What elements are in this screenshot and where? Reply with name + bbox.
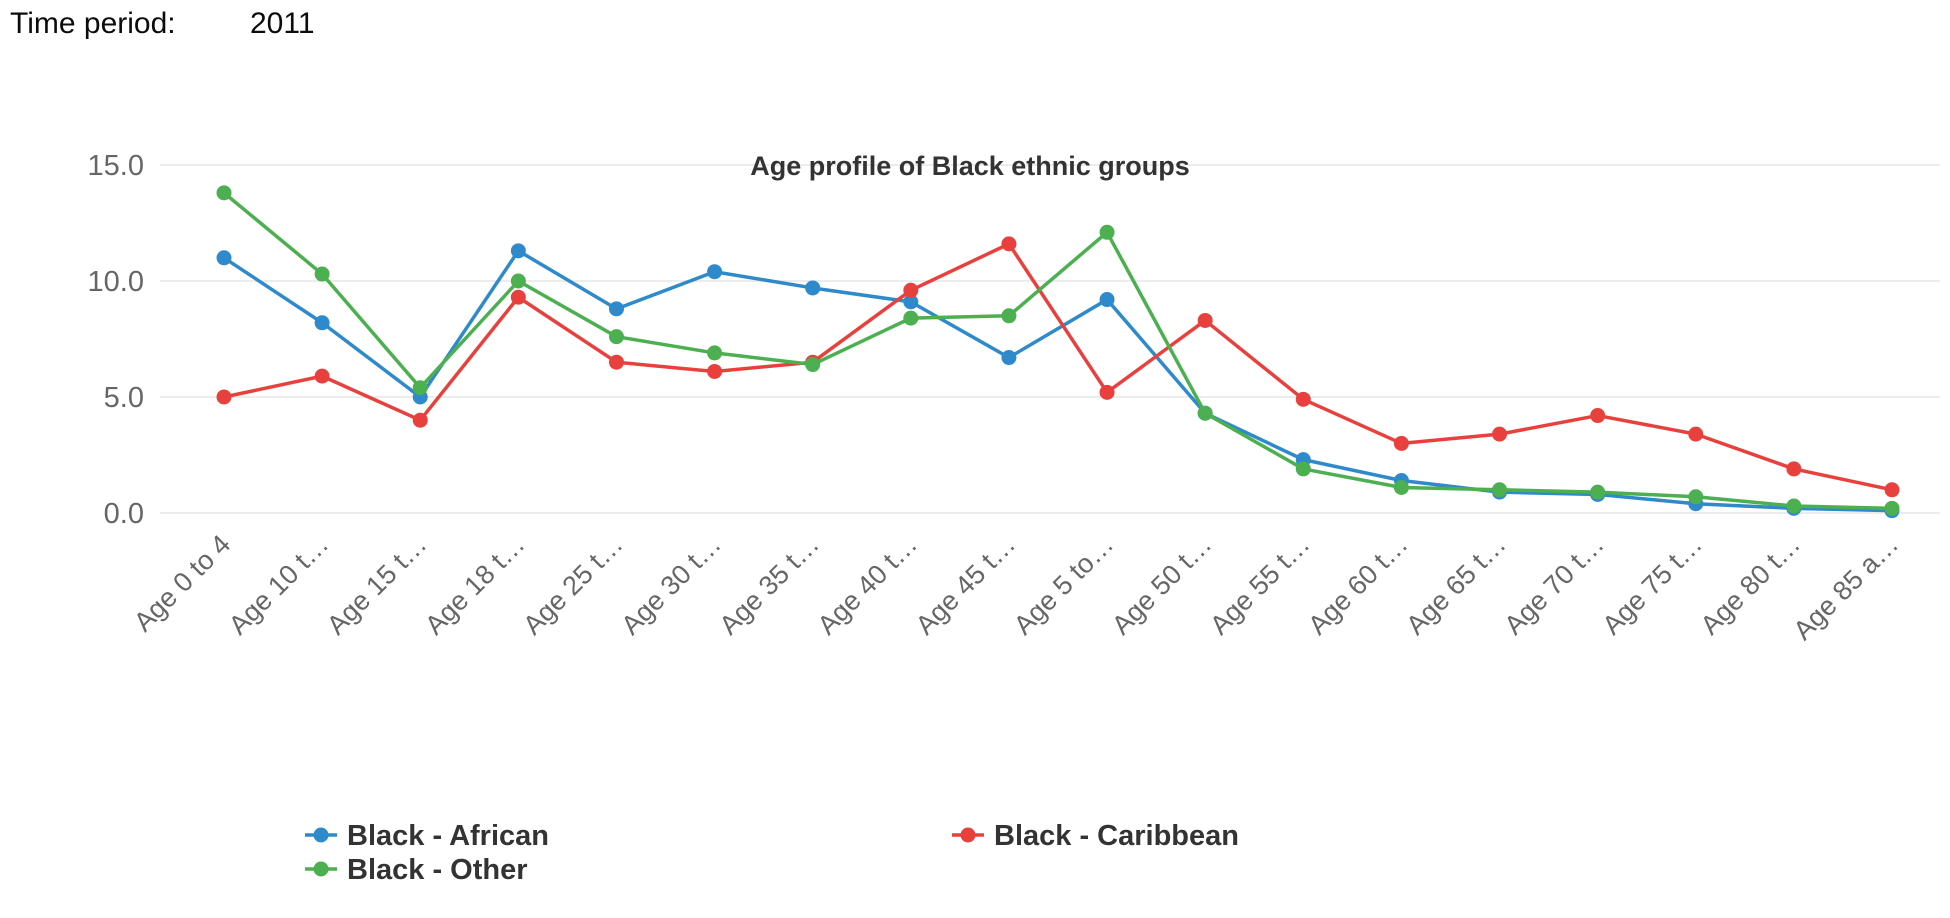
legend-item[interactable]: Black - Caribbean (952, 820, 1239, 852)
data-point[interactable] (412, 412, 428, 428)
legend-marker (313, 827, 329, 843)
x-tick-label: Age 5 to… (1008, 529, 1119, 640)
legend-item[interactable]: Black - African (305, 820, 549, 852)
data-point[interactable] (1393, 435, 1409, 451)
series-black-other (216, 185, 1900, 516)
data-point[interactable] (1295, 391, 1311, 407)
data-point[interactable] (1786, 461, 1802, 477)
series-line (222, 242, 1894, 492)
data-point[interactable] (510, 289, 526, 305)
data-point[interactable] (903, 282, 919, 298)
data-point[interactable] (1590, 484, 1606, 500)
series-black-caribbean (216, 236, 1900, 498)
data-point[interactable] (1197, 405, 1213, 421)
data-point[interactable] (314, 266, 330, 282)
data-point[interactable] (1099, 384, 1115, 400)
x-tick-label: Age 15 t… (321, 529, 432, 640)
data-point[interactable] (510, 243, 526, 259)
data-point[interactable] (707, 363, 723, 379)
data-point[interactable] (412, 380, 428, 396)
data-point[interactable] (510, 273, 526, 289)
x-tick-label: Age 40 t… (812, 529, 923, 640)
data-point[interactable] (314, 315, 330, 331)
data-point[interactable] (608, 329, 624, 345)
data-point[interactable] (1001, 308, 1017, 324)
x-tick-label: Age 75 t… (1597, 529, 1708, 640)
data-point[interactable] (707, 264, 723, 280)
x-tick-label: Age 35 t… (714, 529, 825, 640)
series-line (222, 249, 1894, 513)
x-tick-label: Age 30 t… (615, 529, 726, 640)
y-tick-label: 5.0 (104, 382, 144, 414)
data-point[interactable] (314, 368, 330, 384)
data-point[interactable] (216, 250, 232, 266)
data-point[interactable] (1099, 224, 1115, 240)
series-line (222, 191, 1894, 511)
x-tick-label: Age 25 t… (517, 529, 628, 640)
x-tick-label: Age 50 t… (1106, 529, 1217, 640)
data-point[interactable] (805, 280, 821, 296)
data-point[interactable] (707, 345, 723, 361)
data-point[interactable] (1099, 292, 1115, 308)
legend-label: Black - African (347, 820, 549, 852)
x-tick-label: Age 60 t… (1302, 529, 1413, 640)
data-point[interactable] (805, 357, 821, 373)
x-tick-label: Age 10 t… (223, 529, 334, 640)
x-tick-label: Age 0 to 4 (128, 529, 236, 637)
x-tick-label: Age 45 t… (910, 529, 1021, 640)
data-point[interactable] (1197, 312, 1213, 328)
series-lines (216, 185, 1900, 519)
data-point[interactable] (1492, 482, 1508, 498)
data-point[interactable] (903, 294, 919, 310)
data-point[interactable] (903, 310, 919, 326)
legend-marker (960, 827, 976, 843)
y-tick-label: 10.0 (88, 266, 144, 298)
y-tick-label: 15.0 (88, 150, 144, 182)
legend-label: Black - Other (347, 854, 528, 886)
data-point[interactable] (1688, 489, 1704, 505)
data-point[interactable] (216, 185, 232, 201)
x-tick-label: Age 85 a… (1788, 529, 1905, 646)
data-point[interactable] (1884, 500, 1900, 516)
time-period-label: Time period: (10, 7, 176, 40)
data-point[interactable] (1884, 482, 1900, 498)
chart-title: Age profile of Black ethnic groups (750, 151, 1190, 181)
data-point[interactable] (1001, 350, 1017, 366)
time-period-value: 2011 (250, 7, 315, 40)
data-point[interactable] (1393, 479, 1409, 495)
series-black-african (216, 243, 1900, 519)
x-tick-label: Age 70 t… (1498, 529, 1609, 640)
legend-marker (313, 861, 329, 877)
data-point[interactable] (1786, 498, 1802, 514)
data-point[interactable] (1688, 426, 1704, 442)
data-point[interactable] (1295, 461, 1311, 477)
y-tick-label: 0.0 (104, 498, 144, 530)
data-point[interactable] (216, 389, 232, 405)
data-point[interactable] (1492, 426, 1508, 442)
data-point[interactable] (1001, 236, 1017, 252)
legend: Black - African Black - Caribbean Black - … (305, 820, 1239, 886)
data-point[interactable] (1590, 408, 1606, 424)
x-tick-label: Age 65 t… (1400, 529, 1511, 640)
legend-item[interactable]: Black - Other (305, 854, 528, 886)
data-point[interactable] (608, 354, 624, 370)
data-point[interactable] (608, 301, 624, 317)
x-tick-label: Age 18 t… (419, 529, 530, 640)
time-period: Time period: 2011 (10, 6, 315, 42)
y-axis-ticks: 0.0 5.0 10.0 15.0 (88, 150, 144, 530)
x-tick-label: Age 55 t… (1204, 529, 1315, 640)
legend-label: Black - Caribbean (994, 820, 1239, 852)
grid-lines (160, 164, 1940, 514)
